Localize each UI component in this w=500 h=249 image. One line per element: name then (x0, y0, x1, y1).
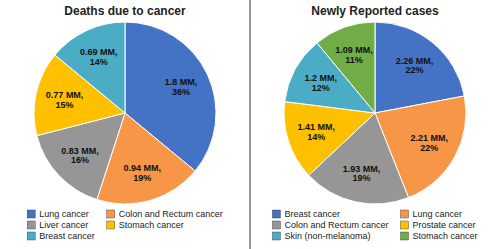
data-label: 0.83 MM,16% (61, 146, 99, 166)
data-label: 0.94 MM,19% (124, 163, 162, 183)
legend-label: Lung cancer (413, 209, 463, 219)
pie-panel: Deaths due to cancer Lung cancer Colon and… (27, 4, 223, 241)
data-label: 1.41 MM,14% (297, 122, 335, 142)
legend-label: Breast cancer (39, 231, 95, 241)
data-label-line: 36% (172, 87, 190, 97)
data-label: 2.26 MM,22% (396, 56, 434, 76)
legend-item: Lung cancer (401, 209, 463, 219)
legend-item: Stomach cancer (401, 231, 478, 241)
legend-label: Stomach cancer (413, 231, 478, 241)
legend-item: Colon and Rectum cancer (107, 209, 223, 219)
legend-swatch (272, 210, 280, 218)
legend-swatch (107, 221, 115, 229)
legend-swatch (27, 210, 35, 218)
data-label-line: 22% (405, 65, 423, 75)
data-label-line: 15% (56, 100, 74, 110)
data-label: 0.77 MM,15% (46, 90, 84, 110)
legend-label: Stomach cancer (119, 220, 184, 230)
legend-label: Prostate cancer (413, 220, 476, 230)
data-label-line: 14% (307, 132, 325, 142)
data-label: 1.8 MM,36% (165, 77, 198, 97)
legend: Breast cancer Lung cancer Colon and Rectum… (272, 209, 477, 241)
data-label-line: 22% (420, 143, 438, 153)
legend-item: Breast cancer (272, 209, 340, 219)
data-label: 2.21 MM,22% (410, 133, 448, 153)
data-label-line: 11% (345, 55, 363, 65)
legend-swatch (27, 232, 35, 240)
legend: Lung cancer Colon and Rectum cancer Liver … (27, 209, 223, 241)
data-label-line: 2.21 MM, (410, 133, 448, 143)
data-label-line: 19% (133, 173, 151, 183)
data-label-line: 1.41 MM, (297, 122, 335, 132)
legend-swatch (401, 210, 409, 218)
legend-item: Breast cancer (27, 231, 95, 241)
divider (250, 0, 251, 249)
legend-label: Skin (non-melanoma) (284, 231, 370, 241)
pie: 1.8 MM,36% 0.94 MM,19% 0.83 MM,16% 0.77 MM,… (34, 22, 216, 204)
legend-item: Liver cancer (27, 220, 88, 230)
data-label-line: 1.09 MM, (335, 45, 373, 55)
legend-label: Colon and Rectum cancer (119, 209, 223, 219)
chart-title: Newly Reported cases (311, 4, 439, 18)
data-label-line: 12% (312, 83, 330, 93)
pie: 2.26 MM,22%2.21 MM,22%1.93 MM,19%1.41 MM… (284, 22, 466, 204)
legend-swatch (272, 232, 280, 240)
legend-item: Stomach cancer (107, 220, 184, 230)
legend-swatch (401, 232, 409, 240)
data-label: 1.93 MM,19% (343, 164, 381, 184)
data-label-line: 1.2 MM, (305, 73, 338, 83)
legend-swatch (107, 210, 115, 218)
pie-slice (55, 22, 125, 113)
legend-label: Liver cancer (39, 220, 88, 230)
data-label-line: 0.69 MM, (80, 47, 118, 57)
legend-label: Breast cancer (284, 209, 340, 219)
data-label-line: 16% (71, 155, 89, 165)
pie-slice (317, 22, 375, 113)
data-label-line: 14% (90, 57, 108, 67)
data-label-line: 19% (352, 173, 370, 183)
legend-item: Prostate cancer (401, 220, 476, 230)
data-label-line: 1.93 MM, (343, 164, 381, 174)
pie-panel: Newly Reported cases Breast cancer Lung ca… (272, 4, 477, 241)
legend-swatch (272, 221, 280, 229)
data-label-line: 0.77 MM, (46, 90, 84, 100)
legend-item: Skin (non-melanoma) (272, 231, 370, 241)
data-label: 1.09 MM,11% (335, 45, 373, 65)
data-label-line: 2.26 MM, (396, 56, 434, 66)
data-label: 0.69 MM,14% (80, 47, 118, 67)
chart-title: Deaths due to cancer (64, 4, 186, 18)
legend-label: Colon and Rectum cancer (284, 220, 388, 230)
legend-swatch (401, 221, 409, 229)
chart-svg: Deaths due to cancer Lung cancer Colon and… (0, 0, 500, 249)
data-label-line: 1.8 MM, (165, 77, 198, 87)
data-label-line: 0.94 MM, (124, 163, 162, 173)
data-label: 1.2 MM,12% (305, 73, 338, 93)
legend-item: Colon and Rectum cancer (272, 220, 388, 230)
legend-label: Lung cancer (39, 209, 89, 219)
legend-item: Lung cancer (27, 209, 89, 219)
data-label-line: 0.83 MM, (61, 146, 99, 156)
legend-swatch (27, 221, 35, 229)
